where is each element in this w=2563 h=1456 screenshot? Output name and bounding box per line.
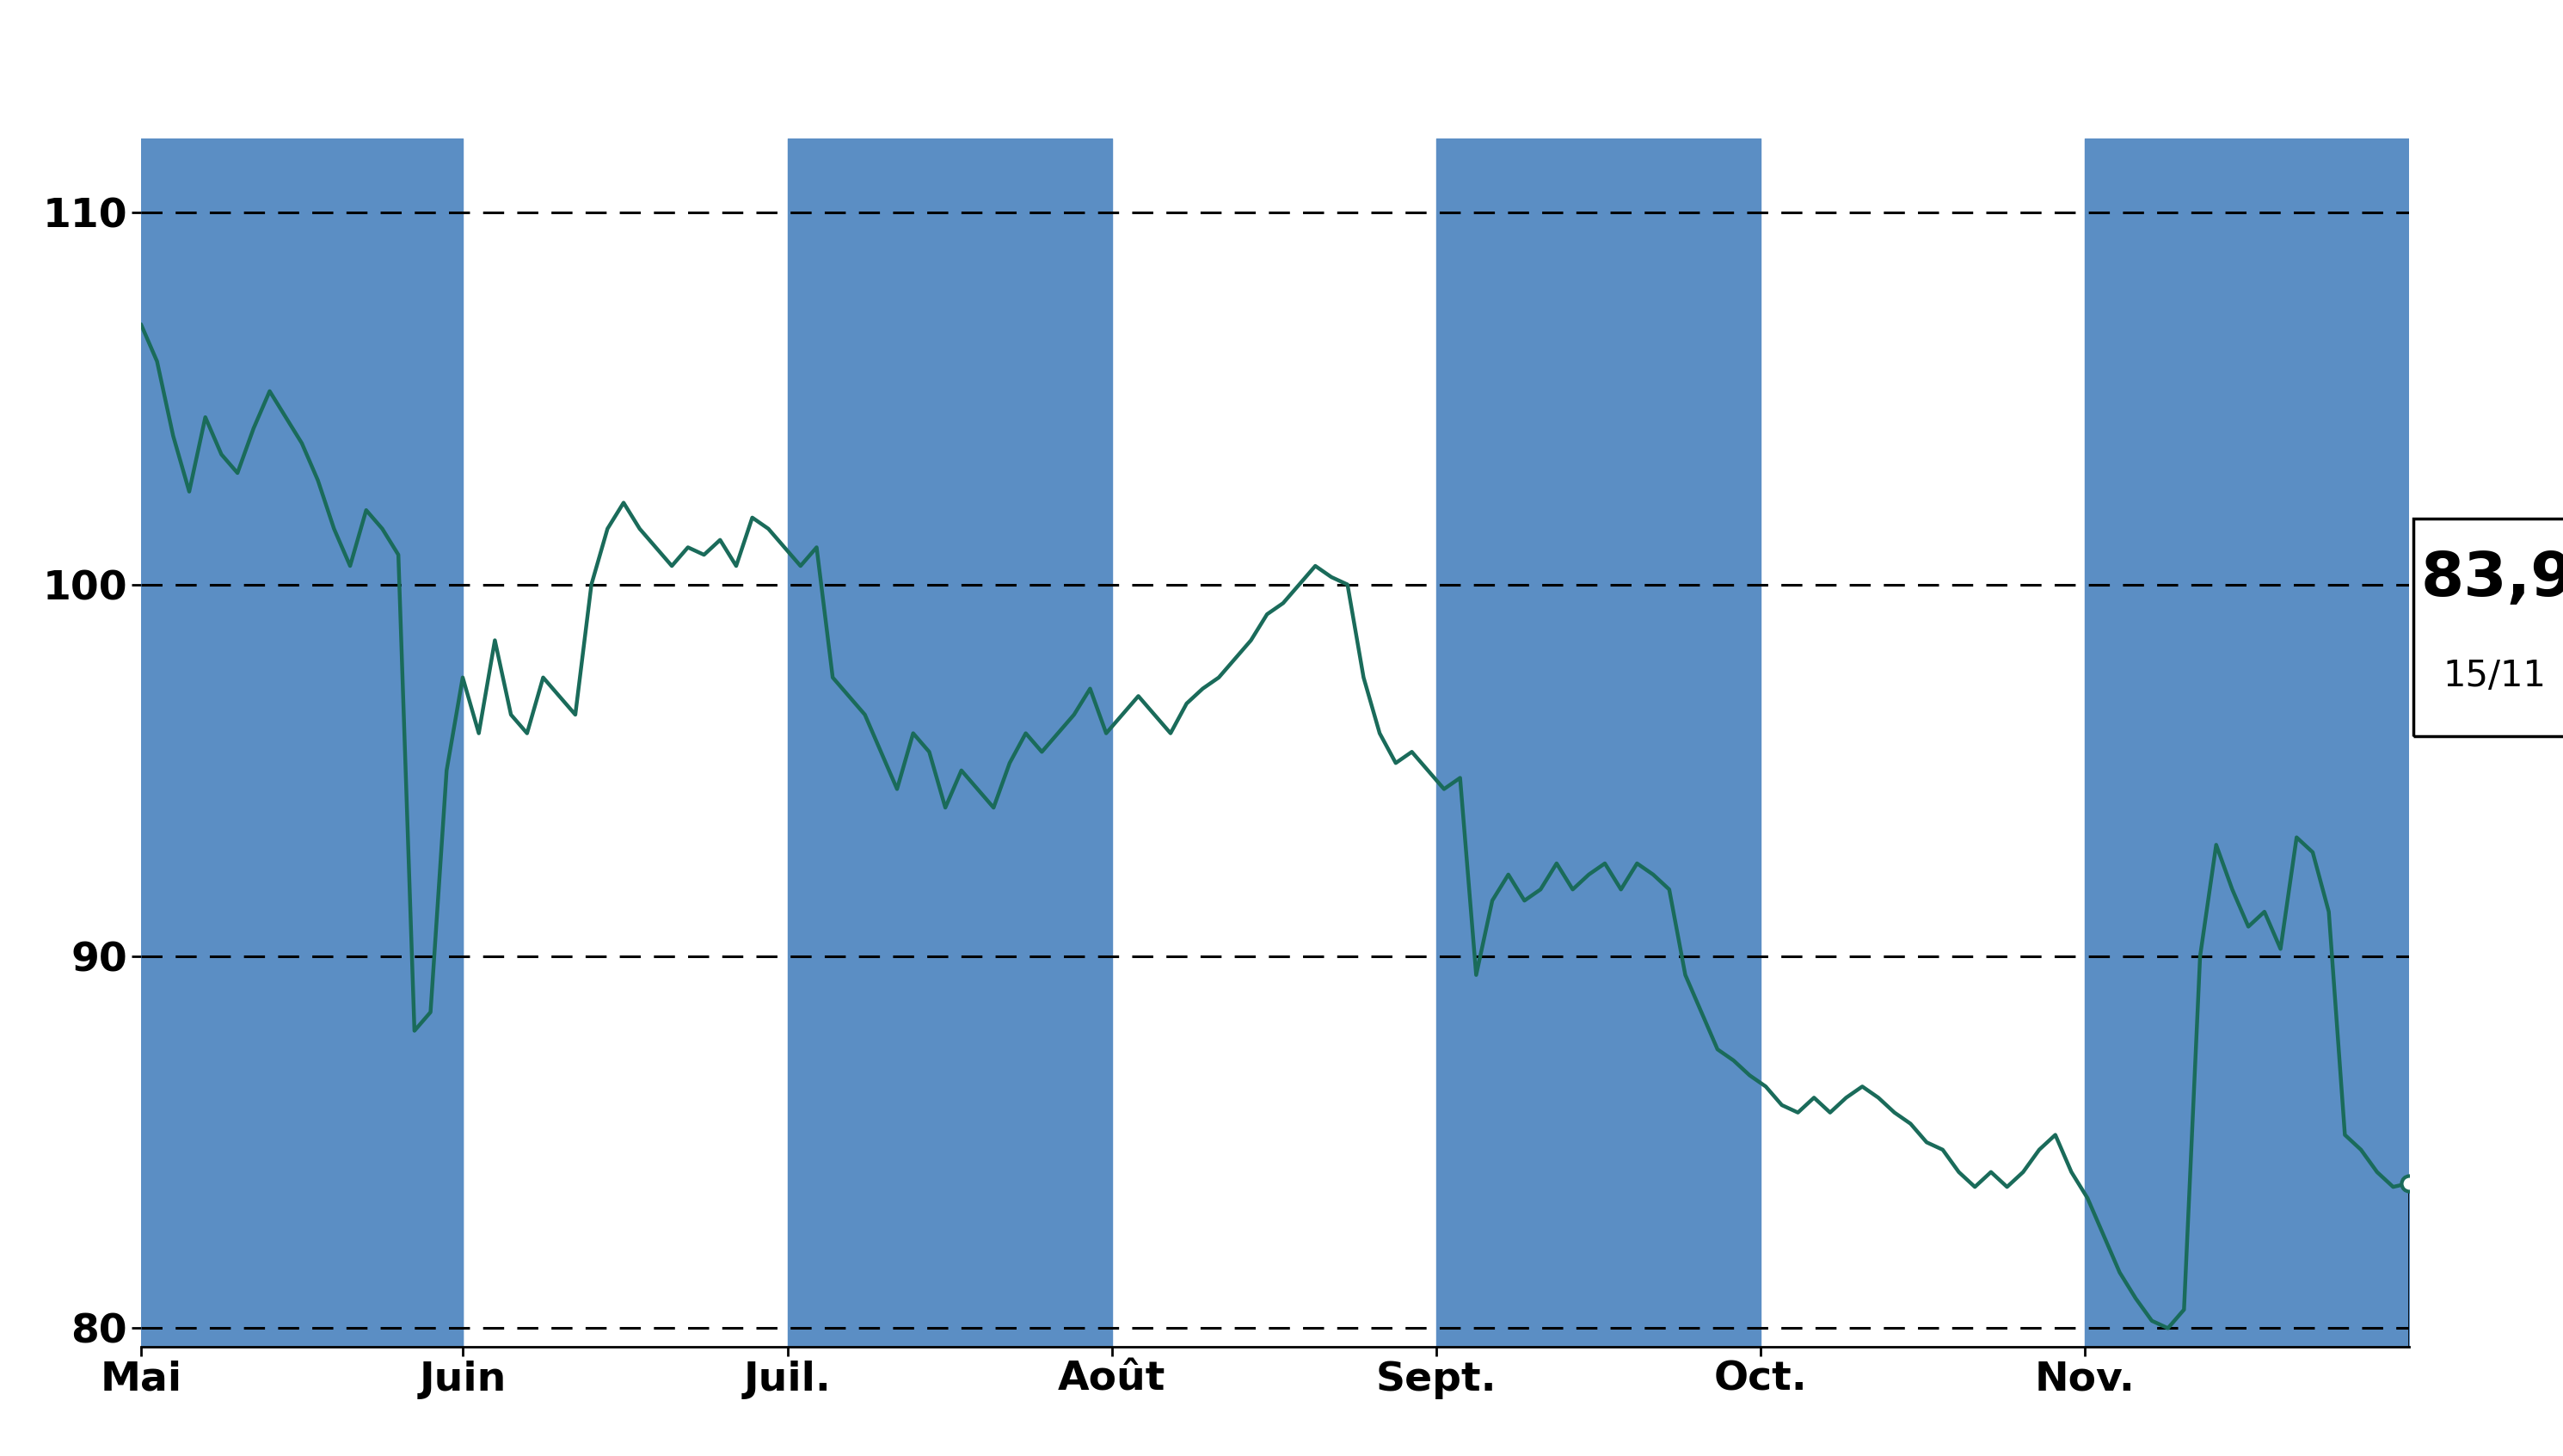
Bar <box>141 138 464 1347</box>
Bar <box>1435 138 1761 1347</box>
Bar <box>787 138 1112 1347</box>
Text: 83,90: 83,90 <box>2419 550 2563 609</box>
Text: 15/11: 15/11 <box>2443 658 2548 695</box>
Text: SECHE ENVIRONNEM.: SECHE ENVIRONNEM. <box>751 19 1812 105</box>
Bar <box>2084 138 2409 1347</box>
